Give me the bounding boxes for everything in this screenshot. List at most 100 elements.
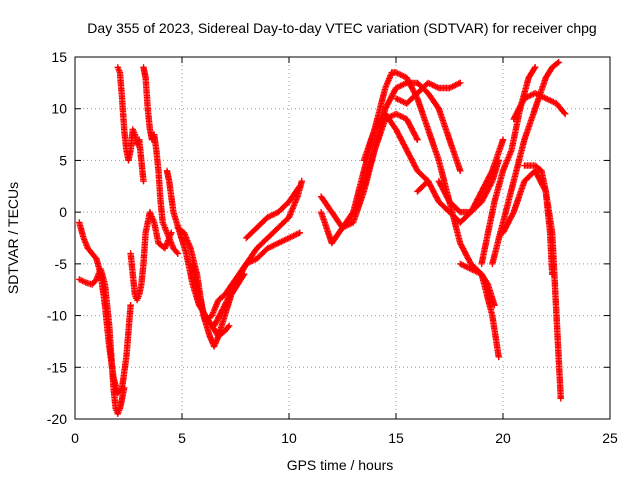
data-point	[427, 183, 435, 190]
data-point	[398, 137, 405, 144]
data-point	[434, 195, 441, 203]
x-tick-labels: 0 5 10 15 20 25	[71, 430, 618, 446]
data-point	[434, 104, 442, 111]
series-arc-18	[435, 157, 502, 216]
series-arc-4	[127, 208, 175, 304]
data-point	[409, 85, 416, 92]
data-point	[219, 306, 226, 313]
data-point	[504, 220, 512, 227]
data-point	[510, 115, 517, 123]
series-arc-3	[114, 64, 147, 185]
data-point	[442, 190, 449, 197]
data-point	[482, 191, 489, 199]
data-point	[435, 177, 442, 185]
data-point	[481, 193, 488, 200]
data-point	[482, 180, 490, 187]
series-arc-15	[360, 69, 502, 361]
data-point	[396, 133, 403, 140]
data-point	[385, 100, 392, 107]
data-point	[406, 80, 413, 87]
series-arc-10	[221, 229, 303, 299]
data-point	[215, 313, 223, 320]
series-arc-21	[489, 59, 562, 268]
series-arc-19	[457, 260, 498, 309]
data-point	[402, 144, 409, 151]
data-point	[220, 304, 227, 312]
data-point	[409, 157, 416, 165]
data-point	[484, 186, 492, 193]
x-tick-label: 0	[71, 430, 79, 446]
data-point	[561, 110, 569, 118]
y-tick-label: 5	[59, 152, 67, 168]
data-point	[428, 184, 435, 192]
data-point	[478, 198, 485, 205]
data-point	[140, 177, 147, 185]
data-point	[399, 138, 406, 145]
data-point	[390, 89, 398, 96]
data-point	[296, 229, 303, 236]
plot-frame	[74, 56, 611, 420]
data-point	[495, 353, 502, 361]
data-point	[487, 180, 495, 188]
series-arc-24	[510, 90, 569, 123]
x-tick-label: 5	[178, 430, 186, 446]
data-point	[476, 192, 483, 199]
y-tick-label: -5	[55, 256, 68, 272]
y-tick-label: -20	[47, 411, 67, 427]
data-point	[391, 87, 398, 94]
data-point	[491, 302, 498, 309]
data-point	[168, 229, 175, 236]
data-point	[511, 114, 518, 121]
data-point	[531, 65, 538, 72]
data-point	[436, 179, 443, 186]
data-point	[173, 249, 180, 256]
data-point	[514, 107, 522, 114]
data-point	[412, 132, 419, 139]
data-point	[404, 117, 411, 124]
data-point	[483, 178, 490, 185]
data-point	[387, 94, 395, 101]
series-arc-16	[392, 79, 464, 107]
data-point	[555, 59, 562, 66]
x-tick-label: 15	[388, 430, 404, 446]
x-axis-label: GPS time / hours	[287, 457, 394, 473]
data-point	[439, 184, 446, 192]
data-point	[424, 177, 432, 185]
data-point	[298, 177, 305, 185]
data-point	[225, 293, 233, 301]
data-point	[438, 183, 445, 190]
data-point	[430, 188, 437, 196]
data-point	[431, 190, 438, 197]
y-tick-label: -10	[47, 308, 67, 324]
data-point	[487, 182, 494, 189]
data-point	[425, 179, 432, 186]
data-point	[495, 157, 502, 164]
data-point	[462, 249, 469, 256]
chart-title: Day 355 of 2023, Sidereal Day-to-day VTE…	[87, 20, 596, 36]
data-point	[441, 188, 448, 196]
data-point	[224, 324, 232, 331]
x-tick-label: 20	[495, 430, 511, 446]
y-tick-label: 10	[51, 101, 67, 117]
data-point	[220, 303, 228, 310]
data-point	[549, 271, 556, 278]
data-point	[388, 93, 395, 100]
data-point	[408, 125, 415, 132]
data-point	[174, 250, 181, 257]
series-arc-6	[163, 167, 233, 340]
data-point	[392, 126, 400, 133]
data-point	[213, 317, 221, 324]
series-arc-11	[243, 183, 303, 242]
data-point	[149, 214, 156, 222]
data-point	[444, 195, 452, 203]
data-point	[407, 124, 415, 131]
ticks-layer	[74, 56, 611, 420]
y-tick-labels: -20 -15 -10 -5 0 5 10 15	[47, 49, 67, 427]
data-point	[515, 106, 522, 113]
data-point	[554, 60, 561, 67]
data-point	[499, 136, 507, 143]
data-point	[465, 256, 472, 263]
series-arc-20	[478, 64, 539, 268]
y-tick-label: 0	[59, 204, 67, 220]
